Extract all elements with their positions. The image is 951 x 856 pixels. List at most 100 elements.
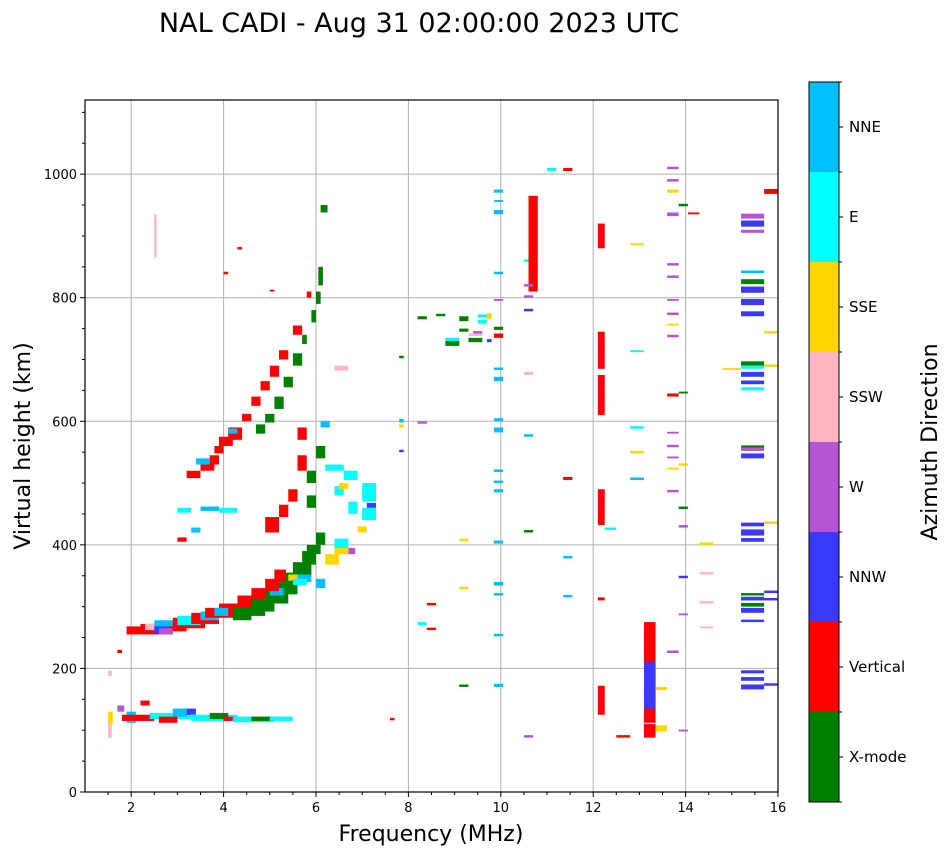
echo-ssw bbox=[523, 371, 534, 375]
echo-nnw bbox=[366, 502, 377, 508]
echo-x-mode bbox=[306, 544, 321, 555]
echo-nne bbox=[630, 477, 645, 480]
echo-e bbox=[177, 615, 201, 626]
colorbar-swatch-w bbox=[809, 442, 839, 532]
echo-vertical bbox=[563, 476, 573, 480]
echo-vertical bbox=[186, 470, 201, 479]
echo-nne bbox=[563, 555, 573, 559]
colorbar-swatch-sse bbox=[809, 262, 839, 352]
echo-e bbox=[445, 337, 460, 341]
echo-vertical bbox=[251, 588, 270, 600]
echo-ssw bbox=[334, 365, 349, 371]
echo-e bbox=[741, 387, 765, 391]
echo-w bbox=[741, 213, 765, 219]
echo-vertical bbox=[597, 597, 605, 601]
echo-e bbox=[547, 167, 557, 172]
echo-x-mode bbox=[251, 716, 280, 721]
echo-nne bbox=[493, 367, 504, 371]
echo-x-mode bbox=[399, 355, 404, 359]
echo-w bbox=[667, 179, 679, 182]
echo-w bbox=[741, 229, 765, 233]
echo-e bbox=[362, 483, 377, 502]
colorbar-tick-label: NNE bbox=[849, 118, 881, 136]
echo-nne bbox=[493, 200, 504, 202]
echo-x-mode bbox=[468, 337, 483, 343]
echo-nnw bbox=[741, 538, 765, 542]
echo-x-mode bbox=[302, 334, 307, 345]
colorbar-frame bbox=[808, 81, 840, 803]
echo-vertical bbox=[597, 223, 605, 249]
echo-vertical bbox=[279, 350, 289, 360]
echo-e bbox=[630, 350, 645, 353]
echo-nne bbox=[563, 594, 573, 598]
echo-e bbox=[343, 470, 358, 480]
echo-nnw bbox=[186, 708, 196, 715]
echo-w bbox=[523, 284, 534, 287]
echo-vertical bbox=[251, 396, 261, 406]
colorbar-swatch-vertical bbox=[809, 622, 839, 712]
echo-vertical bbox=[597, 489, 605, 526]
echo-vertical bbox=[214, 446, 224, 454]
echo-vertical bbox=[223, 271, 229, 275]
echo-e bbox=[477, 314, 487, 318]
echo-ssw bbox=[154, 214, 157, 258]
echo-vertical bbox=[528, 195, 538, 292]
y-tick-label: 1000 bbox=[44, 168, 77, 183]
echo-vertical bbox=[597, 685, 605, 715]
echo-x-mode bbox=[316, 446, 326, 459]
echo-x-mode bbox=[302, 551, 316, 565]
echo-vertical bbox=[292, 325, 303, 335]
echo-nne bbox=[493, 593, 504, 596]
echo-e bbox=[477, 319, 487, 324]
echo-vertical bbox=[121, 714, 155, 721]
colorbar-tick-label: X-mode bbox=[849, 748, 906, 766]
y-axis-ticks: 0 200 400 600 800 1000 bbox=[44, 111, 85, 801]
echo-x-mode bbox=[306, 470, 316, 484]
echo-nne bbox=[399, 418, 404, 423]
echo-nne bbox=[493, 271, 504, 275]
echo-nne bbox=[493, 489, 504, 493]
echo-sse bbox=[399, 424, 404, 428]
echo-nnw bbox=[486, 339, 492, 343]
echo-e bbox=[362, 507, 377, 521]
echo-vertical bbox=[177, 537, 187, 542]
echo-nnw bbox=[741, 529, 765, 536]
echo-sse bbox=[699, 542, 714, 545]
echo-x-mode bbox=[316, 291, 321, 304]
x-tick-label: 2 bbox=[127, 801, 135, 816]
echo-w bbox=[667, 650, 679, 653]
echo-sse bbox=[339, 483, 349, 490]
echo-nne bbox=[493, 189, 504, 193]
echo-vertical bbox=[687, 212, 700, 215]
echo-e bbox=[334, 538, 349, 548]
echo-vertical bbox=[764, 188, 778, 194]
echo-nnw bbox=[741, 607, 765, 613]
echo-sse bbox=[486, 313, 492, 320]
echo-x-mode bbox=[678, 203, 688, 207]
echo-x-mode bbox=[311, 310, 316, 323]
colorbar-tick-label: Vertical bbox=[849, 658, 905, 676]
echo-ssw bbox=[699, 601, 714, 604]
echo-x-mode bbox=[283, 376, 293, 388]
echo-x-mode bbox=[306, 495, 316, 508]
echo-nnw bbox=[741, 286, 765, 293]
echo-x-mode bbox=[209, 712, 229, 720]
echo-vertical bbox=[237, 247, 243, 250]
echo-x-mode bbox=[274, 396, 284, 409]
echo-nne bbox=[493, 469, 504, 472]
echo-sse bbox=[357, 526, 367, 533]
echo-sse bbox=[655, 725, 668, 732]
echo-nnw bbox=[741, 677, 765, 681]
echo-vertical bbox=[158, 716, 178, 723]
echo-nnw bbox=[741, 670, 765, 674]
echo-e bbox=[325, 464, 344, 471]
echo-vertical bbox=[597, 331, 605, 369]
echo-nne bbox=[493, 427, 504, 433]
echo-nnw bbox=[741, 522, 765, 527]
echo-x-mode bbox=[741, 593, 765, 596]
echo-sse bbox=[288, 574, 298, 581]
echo-nne bbox=[320, 421, 330, 428]
echo-ssw bbox=[108, 670, 112, 676]
echo-nne bbox=[493, 540, 504, 544]
echo-sse bbox=[764, 364, 778, 367]
